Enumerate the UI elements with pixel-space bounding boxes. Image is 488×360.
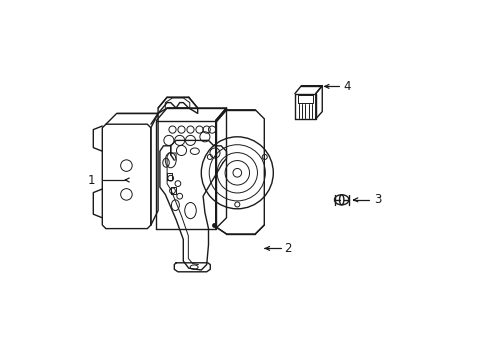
Text: 4: 4 xyxy=(343,80,350,93)
Text: 1: 1 xyxy=(87,174,95,186)
Text: 3: 3 xyxy=(373,193,381,206)
Text: 2: 2 xyxy=(284,242,291,255)
